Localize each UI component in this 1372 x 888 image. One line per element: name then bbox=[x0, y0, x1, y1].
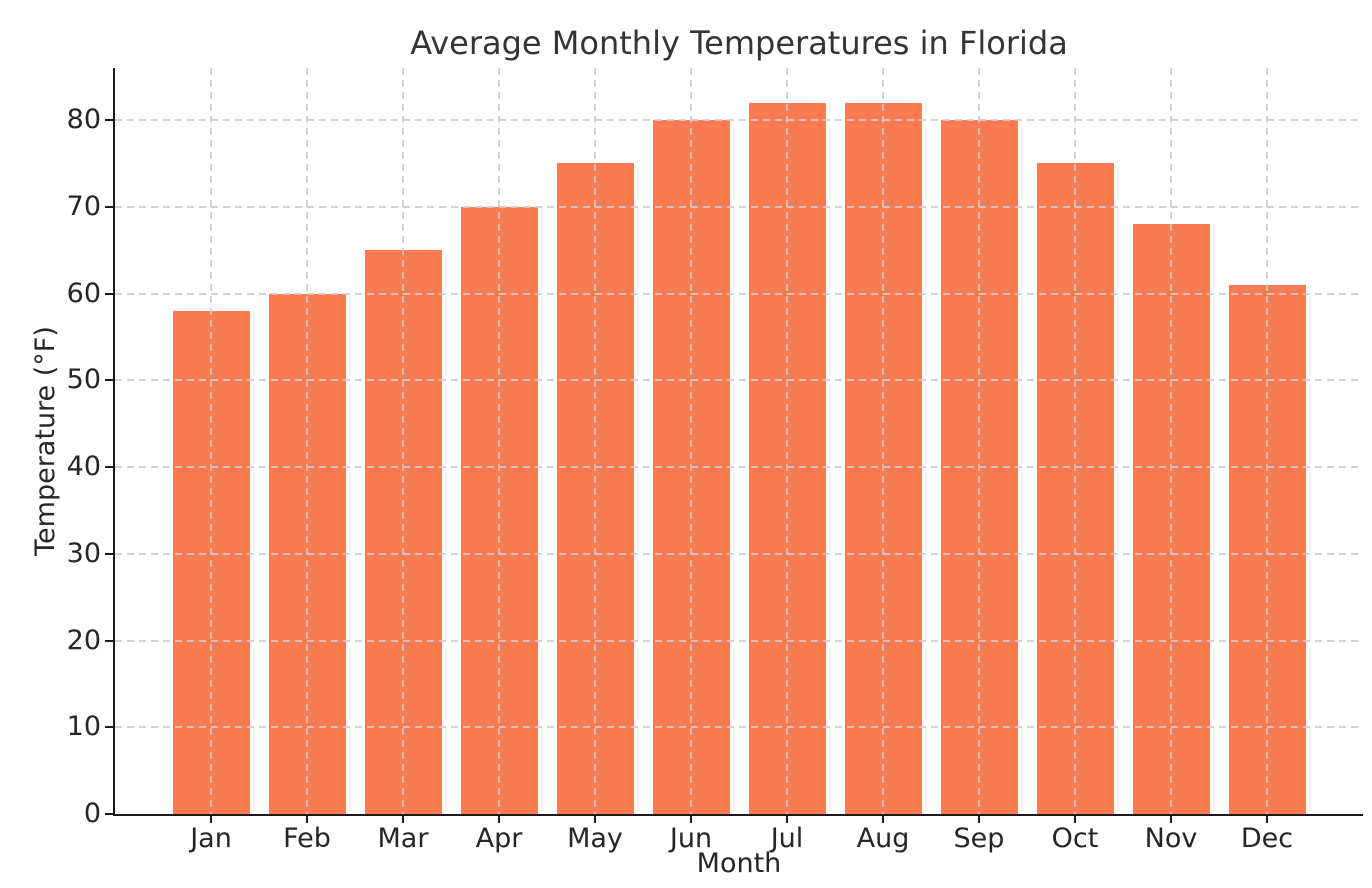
y-axis-label: Temperature (°F) bbox=[30, 326, 61, 556]
y-tick-label: 0 bbox=[83, 798, 101, 829]
x-tick-label: Aug bbox=[856, 823, 910, 854]
x-tick-label: Apr bbox=[475, 823, 523, 854]
x-axis-label: Month bbox=[696, 848, 782, 879]
x-tick-label: Nov bbox=[1144, 823, 1198, 854]
y-tick-label: 50 bbox=[66, 364, 101, 395]
v-gridline-jan bbox=[210, 68, 212, 814]
h-gridline-80 bbox=[115, 119, 1363, 121]
h-gridline-30 bbox=[115, 553, 1363, 555]
v-gridline-feb bbox=[306, 68, 308, 814]
x-tick-mark-may bbox=[594, 816, 596, 823]
y-axis-line bbox=[113, 68, 115, 816]
x-tick-mark-jul bbox=[786, 816, 788, 823]
x-tick-mark-apr bbox=[498, 816, 500, 823]
x-tick-mark-feb bbox=[306, 816, 308, 823]
x-tick-label: May bbox=[567, 823, 623, 854]
chart-title: Average Monthly Temperatures in Florida bbox=[410, 24, 1068, 62]
y-tick-mark-20 bbox=[105, 640, 113, 642]
h-gridline-70 bbox=[115, 206, 1363, 208]
x-tick-mark-nov bbox=[1170, 816, 1172, 823]
y-tick-label: 20 bbox=[66, 625, 101, 656]
x-tick-label: Mar bbox=[377, 823, 429, 854]
v-gridline-jul bbox=[786, 68, 788, 814]
x-tick-label: Jun bbox=[669, 823, 713, 854]
plot-area: 0 10 20 30 40 50 60 70 80 Jan Feb Mar Apr May Jun Jul Au… bbox=[67, 68, 1363, 854]
x-tick-mark-oct bbox=[1074, 816, 1076, 823]
h-gridline-60 bbox=[115, 293, 1363, 295]
v-gridline-sep bbox=[978, 68, 980, 814]
y-tick-label: 60 bbox=[66, 278, 101, 309]
h-gridline-50 bbox=[115, 379, 1363, 381]
v-gridline-oct bbox=[1074, 68, 1076, 814]
h-gridline-10 bbox=[115, 726, 1363, 728]
x-tick-label: Jul bbox=[770, 823, 804, 854]
x-tick-mark-sep bbox=[978, 816, 980, 823]
v-gridline-jun bbox=[690, 68, 692, 814]
y-tick-mark-80 bbox=[105, 119, 113, 121]
v-gridline-mar bbox=[402, 68, 404, 814]
v-gridline-may bbox=[594, 68, 596, 814]
y-tick-mark-70 bbox=[105, 206, 113, 208]
v-gridline-dec bbox=[1266, 68, 1268, 814]
x-tick-mark-dec bbox=[1266, 816, 1268, 823]
y-tick-label: 40 bbox=[66, 451, 101, 482]
x-tick-label: Oct bbox=[1051, 823, 1099, 854]
y-tick-mark-60 bbox=[105, 293, 113, 295]
x-tick-label: Jan bbox=[190, 823, 232, 854]
y-tick-label: 30 bbox=[66, 538, 101, 569]
x-tick-mark-aug bbox=[882, 816, 884, 823]
x-tick-label: Sep bbox=[953, 823, 1005, 854]
x-tick-mark-mar bbox=[402, 816, 404, 823]
y-tick-label: 80 bbox=[66, 104, 101, 135]
y-tick-mark-10 bbox=[105, 726, 113, 728]
h-gridline-40 bbox=[115, 466, 1363, 468]
y-tick-mark-40 bbox=[105, 466, 113, 468]
y-tick-mark-0 bbox=[105, 813, 113, 815]
x-tick-label: Dec bbox=[1240, 823, 1294, 854]
v-gridline-aug bbox=[882, 68, 884, 814]
y-tick-label: 70 bbox=[66, 191, 101, 222]
y-tick-label: 10 bbox=[66, 711, 101, 742]
h-gridline-20 bbox=[115, 640, 1363, 642]
x-tick-mark-jun bbox=[690, 816, 692, 823]
y-tick-mark-30 bbox=[105, 553, 113, 555]
x-tick-label: Feb bbox=[283, 823, 331, 854]
x-tick-mark-jan bbox=[210, 816, 212, 823]
v-gridline-apr bbox=[498, 68, 500, 814]
y-tick-mark-50 bbox=[105, 379, 113, 381]
v-gridline-nov bbox=[1170, 68, 1172, 814]
x-axis-line bbox=[113, 814, 1363, 816]
